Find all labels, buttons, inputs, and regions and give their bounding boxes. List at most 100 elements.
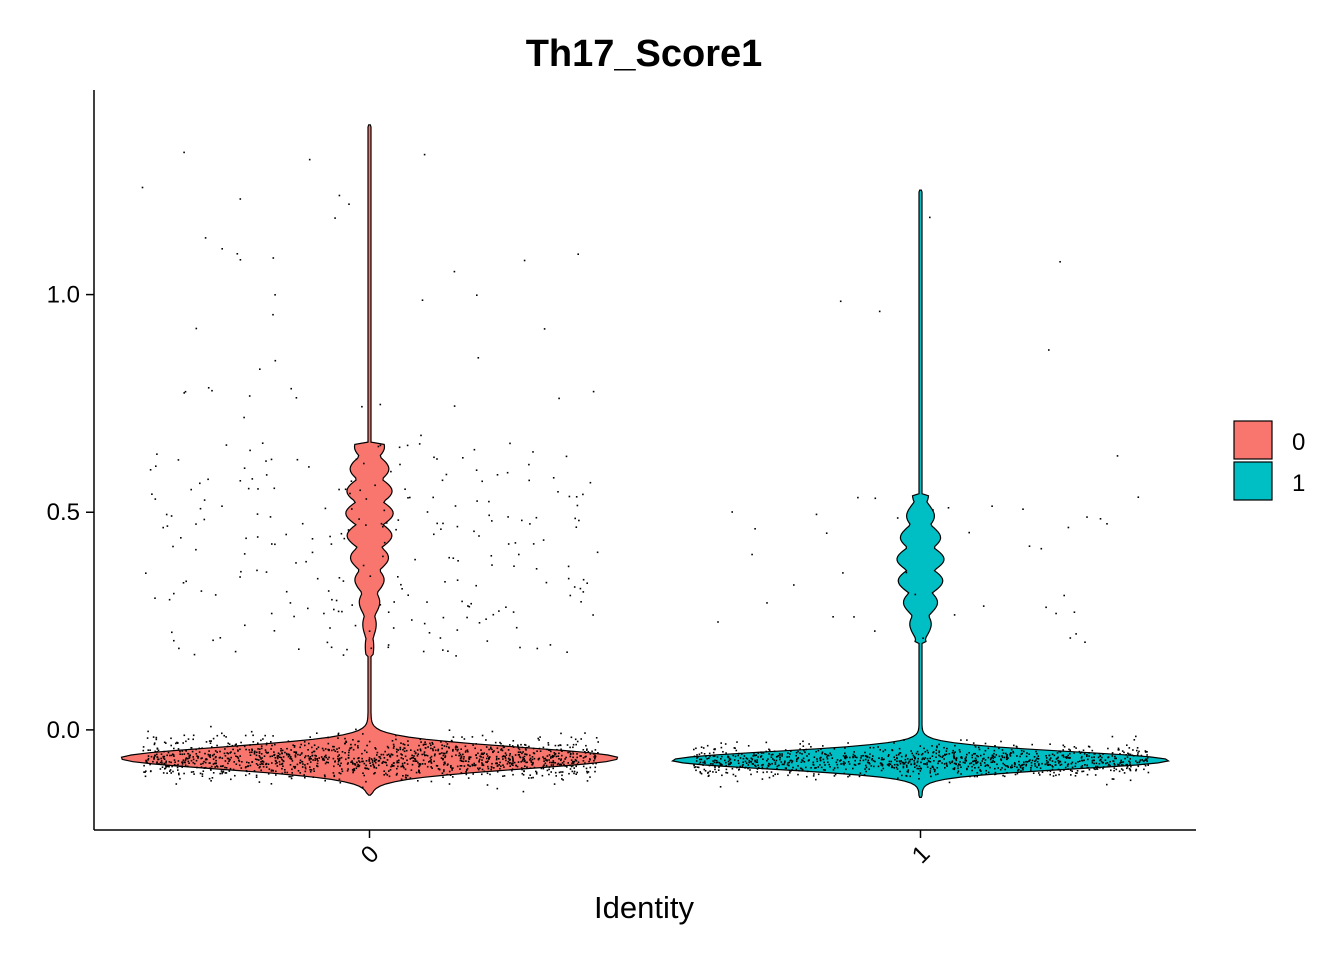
- data-point: [163, 758, 166, 760]
- data-point: [973, 753, 975, 755]
- data-point: [947, 507, 950, 509]
- data-point: [990, 761, 993, 764]
- data-point: [1093, 756, 1095, 758]
- data-point: [905, 761, 907, 763]
- data-point: [909, 775, 911, 778]
- data-point: [499, 741, 501, 744]
- data-point: [260, 747, 263, 750]
- data-point: [350, 746, 353, 749]
- data-point: [390, 470, 392, 473]
- data-point: [257, 748, 259, 750]
- data-point: [155, 465, 157, 467]
- data-point: [362, 733, 364, 735]
- data-point: [896, 517, 899, 519]
- data-point: [970, 762, 973, 764]
- data-point: [1133, 739, 1136, 741]
- data-point: [564, 758, 566, 760]
- data-point: [211, 777, 214, 779]
- data-point: [337, 733, 340, 736]
- data-point: [1111, 752, 1114, 754]
- data-point: [483, 752, 485, 754]
- data-point: [177, 763, 179, 766]
- data-point: [806, 775, 808, 778]
- data-point: [839, 760, 841, 762]
- data-point: [483, 770, 486, 773]
- data-point: [756, 768, 759, 770]
- data-point: [460, 759, 463, 762]
- data-point: [192, 738, 194, 741]
- data-point: [808, 743, 810, 745]
- data-point: [428, 761, 430, 763]
- data-point: [737, 759, 739, 762]
- data-point: [587, 750, 590, 753]
- data-point: [979, 769, 981, 771]
- data-point: [400, 765, 402, 768]
- data-point: [535, 773, 538, 775]
- data-point: [820, 748, 822, 750]
- data-point: [1129, 753, 1132, 756]
- data-point: [898, 753, 900, 756]
- data-point: [943, 758, 945, 760]
- data-point: [966, 739, 968, 741]
- data-point: [893, 763, 896, 766]
- data-point: [392, 762, 395, 765]
- data-point: [948, 753, 951, 755]
- data-point: [487, 760, 489, 762]
- data-point: [236, 253, 239, 255]
- data-point: [171, 631, 173, 634]
- data-point: [912, 754, 915, 757]
- data-point: [326, 641, 329, 644]
- data-point: [180, 537, 182, 539]
- data-point: [304, 776, 306, 779]
- data-point: [235, 755, 237, 757]
- data-point: [312, 776, 315, 778]
- data-point: [1035, 759, 1037, 761]
- data-point: [304, 755, 307, 757]
- data-point: [184, 761, 186, 764]
- data-point: [413, 750, 416, 753]
- data-point: [1066, 756, 1069, 758]
- data-point: [569, 594, 572, 597]
- data-point: [912, 770, 915, 773]
- data-point: [548, 749, 550, 751]
- data-point: [220, 770, 223, 772]
- data-point: [430, 761, 432, 763]
- data-point: [420, 741, 422, 743]
- data-point: [1037, 758, 1040, 760]
- data-point: [883, 758, 885, 761]
- data-point: [902, 765, 905, 768]
- data-point: [374, 772, 376, 774]
- data-point: [274, 294, 276, 296]
- data-point: [233, 761, 235, 763]
- data-point: [262, 763, 264, 765]
- data-point: [1059, 261, 1061, 263]
- data-point: [443, 769, 445, 771]
- data-point: [721, 774, 723, 777]
- data-point: [442, 758, 444, 761]
- data-point: [174, 761, 176, 763]
- data-point: [922, 637, 924, 639]
- data-point: [761, 764, 763, 766]
- data-point: [996, 763, 998, 766]
- data-point: [444, 756, 446, 759]
- data-point: [553, 755, 555, 757]
- data-point: [739, 757, 742, 759]
- data-point: [700, 752, 703, 754]
- data-point: [485, 739, 487, 741]
- data-point: [974, 744, 976, 747]
- data-point: [182, 742, 184, 744]
- data-point: [790, 759, 792, 762]
- data-point: [301, 522, 304, 525]
- data-point: [481, 764, 483, 766]
- data-point: [854, 759, 856, 762]
- data-point: [500, 742, 502, 745]
- data-point: [569, 746, 571, 749]
- data-point: [750, 760, 752, 763]
- data-point: [778, 753, 781, 755]
- data-point: [168, 761, 171, 763]
- data-point: [966, 768, 968, 771]
- data-point: [1066, 764, 1069, 766]
- data-point: [479, 755, 481, 758]
- data-point: [270, 770, 273, 772]
- data-point: [566, 744, 569, 746]
